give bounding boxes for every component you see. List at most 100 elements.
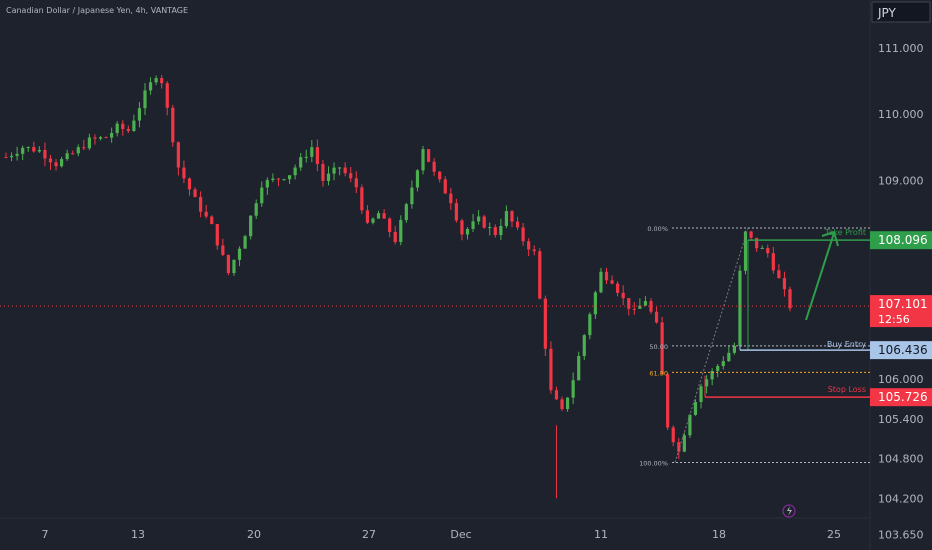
candle [82,139,86,151]
candle [254,199,258,220]
candle [9,152,14,162]
candle [15,146,19,161]
candle [115,121,119,137]
candle [738,265,742,348]
candle [121,120,125,136]
fib-trend-line [674,227,749,463]
candle [321,160,325,187]
currency-box[interactable] [871,1,931,23]
candle [299,152,303,171]
candle [176,141,180,176]
candle [221,238,225,257]
candle [521,222,525,246]
candle [477,210,481,225]
candle [104,136,108,139]
candle [276,177,281,187]
fib-label-level_618: 61.80 [649,369,668,377]
fib-label-level_0: 0.00% [647,225,668,233]
candle [315,139,319,172]
candle [287,174,292,184]
candle [465,227,470,240]
candle [199,191,203,218]
candle [110,127,114,143]
candle [60,156,64,168]
candle [504,205,509,229]
candle [215,223,219,250]
candle [554,386,559,400]
candle [365,205,370,224]
candle [438,170,442,183]
y-tick-label: 106.000 [878,373,924,386]
candle [732,342,736,355]
candle [410,180,414,209]
candle [604,267,609,284]
candle [432,158,436,177]
candle [293,164,297,180]
candle [232,259,236,276]
candle [271,173,275,183]
candle [360,184,364,215]
candle [682,432,686,453]
buy-entry-tag[interactable] [870,341,932,360]
candle [471,213,475,232]
take-profit-tag[interactable] [870,231,932,250]
current-price-tag-value: 107.101 [878,297,928,311]
candle [693,399,698,416]
candles [4,74,792,460]
candle [699,383,703,409]
x-tick-label: 11 [594,528,608,541]
candle [749,230,753,242]
candle [354,171,358,194]
candle [343,162,347,177]
candle [399,215,403,246]
candle [243,234,247,249]
buy-entry-label: Buy Entry [827,340,866,349]
candle [515,216,520,231]
currency-label: JPY [877,6,897,20]
candle [371,217,375,225]
candle [565,397,570,412]
candle [415,169,420,192]
candle [666,373,670,431]
lightning-icon[interactable] [782,504,796,518]
y-tick-label: 103.650 [878,529,924,542]
candle [393,226,397,245]
buy-entry-tag-value: 106.436 [878,343,928,357]
candle [376,210,381,219]
candle [21,145,25,161]
candle [704,375,709,394]
candle [677,437,681,460]
candle [449,187,453,210]
candle [627,298,631,316]
candle [771,246,775,274]
candle [132,114,136,133]
candle [443,176,447,194]
candle [660,316,664,375]
take-profit-tag-value: 108.096 [878,233,928,247]
candle [349,167,353,183]
candle [126,125,130,134]
y-tick-label: 109.000 [878,174,924,187]
candle [76,144,80,157]
candle [538,248,542,300]
x-tick-label: 25 [827,528,841,541]
chart-title: Canadian Dollar / Japanese Yen, 4h, VANT… [6,6,189,15]
y-tick-label: 110.000 [878,108,924,121]
take-profit-label: Take Profit [824,228,866,237]
candle [421,145,425,175]
candle [382,209,386,219]
candle [649,298,653,315]
candle [171,104,175,147]
candle [543,295,547,357]
y-tick-label: 104.200 [878,492,924,505]
candle [488,222,492,236]
target-arrow-head [821,230,839,247]
stop-loss-tag[interactable] [870,388,932,407]
candle [332,162,336,181]
x-tick-label: 18 [712,528,726,541]
candle [593,290,597,319]
candle [148,77,153,95]
current-price-tag[interactable] [870,295,932,328]
candle [226,254,231,276]
